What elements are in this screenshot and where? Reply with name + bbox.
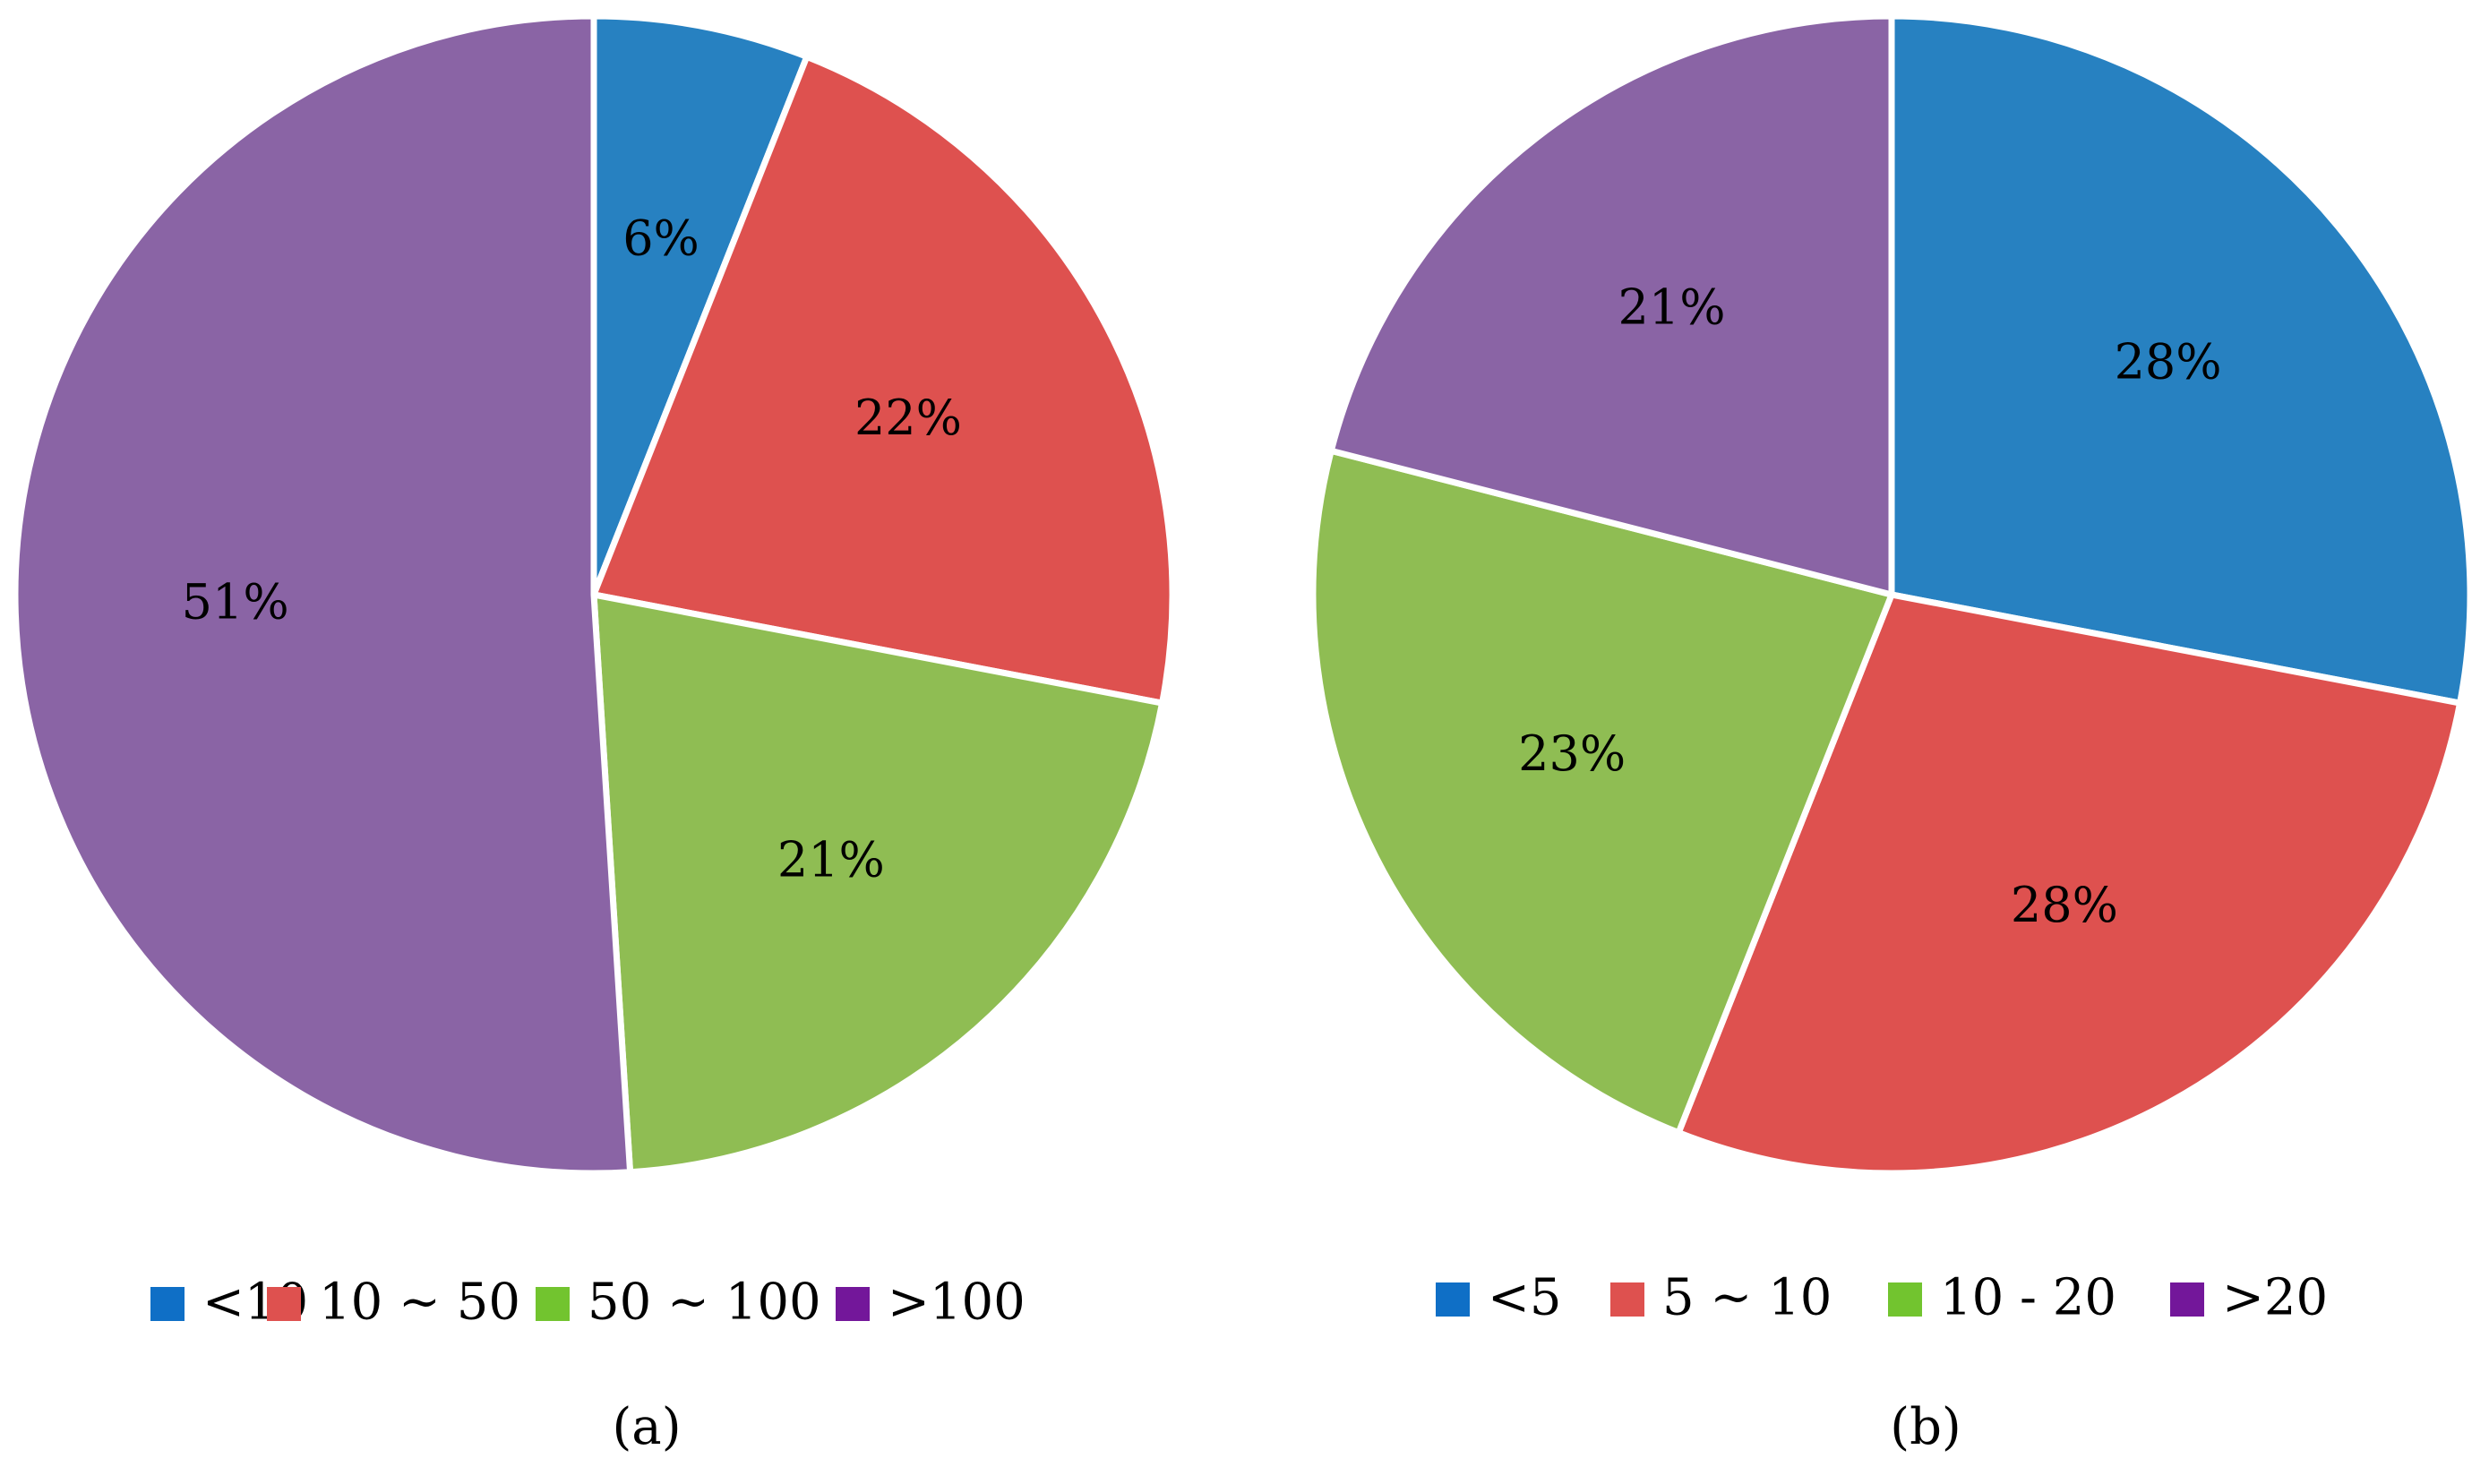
pie-b-slice-1 xyxy=(1675,591,2464,1177)
pie-b-slice-label-1: 28% xyxy=(2011,877,2118,933)
legend-a-label-3: >100 xyxy=(888,1274,1026,1332)
pie-chart-b: 28% 28% 23% 21% <5 5 ~ 10 10 - 20 >20 (b) xyxy=(1309,13,2474,1456)
pie-b-slice-0 xyxy=(1888,13,2474,707)
legend-b-label-2: 10 - 20 xyxy=(1940,1269,2116,1327)
legend-b-label-0: <5 xyxy=(1488,1269,1562,1327)
pie-a-slice-label-1: 22% xyxy=(854,390,962,446)
pie-b-slice-2 xyxy=(1309,447,1895,1137)
pie-a-slice-2 xyxy=(590,591,1166,1176)
pie-a-slice-label-2: 21% xyxy=(777,831,885,888)
legend-a: <10 10 ~ 50 50 ~ 100 >100 xyxy=(150,1274,1026,1332)
pie-b-slice-label-3: 21% xyxy=(1618,279,1726,336)
legend-a-swatch-1 xyxy=(267,1287,301,1321)
pie-b-slices xyxy=(1309,13,2474,1177)
caption-b: (b) xyxy=(1890,1398,1961,1456)
pie-a-slice-label-3: 51% xyxy=(182,574,289,630)
legend-b-swatch-1 xyxy=(1610,1282,1644,1317)
pie-a-slice-3 xyxy=(12,13,634,1177)
legend-a-label-2: 50 ~ 100 xyxy=(588,1274,821,1332)
legend-a-swatch-3 xyxy=(836,1287,870,1321)
legend-b: <5 5 ~ 10 10 - 20 >20 xyxy=(1436,1269,2328,1327)
legend-a-swatch-2 xyxy=(536,1287,570,1321)
pie-b-slice-labels: 28% 28% 23% 21% xyxy=(1518,279,2222,933)
pie-a-slice-label-0: 6% xyxy=(622,210,699,267)
legend-b-swatch-3 xyxy=(2170,1282,2204,1317)
pie-b-slice-label-0: 28% xyxy=(2115,334,2222,390)
legend-b-swatch-2 xyxy=(1888,1282,1922,1317)
legend-b-label-3: >20 xyxy=(2222,1269,2328,1327)
caption-a: (a) xyxy=(612,1398,681,1456)
pie-a-slice-0 xyxy=(590,13,811,598)
pie-b-slice-3 xyxy=(1327,13,1895,598)
legend-b-label-1: 5 ~ 10 xyxy=(1662,1269,1832,1327)
legend-b-swatch-0 xyxy=(1436,1282,1470,1317)
pie-a-slice-1 xyxy=(590,53,1176,707)
legend-a-swatch-0 xyxy=(150,1287,185,1321)
pie-a-slice-labels: 6% 22% 21% 51% xyxy=(182,210,962,888)
pie-b-slice-label-2: 23% xyxy=(1518,725,1626,782)
pie-a-slices xyxy=(12,13,1176,1177)
legend-a-label-1: 10 ~ 50 xyxy=(319,1274,520,1332)
pie-chart-a: 6%22%21%51% <10 10 ~ 50 50 ~ 100 >100 (a) xyxy=(12,13,1176,1456)
